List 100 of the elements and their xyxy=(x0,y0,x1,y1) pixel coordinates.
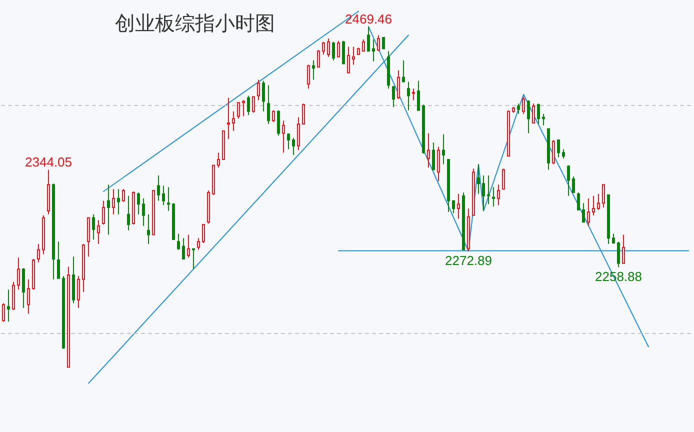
candlestick xyxy=(252,96,255,114)
candlestick xyxy=(382,37,385,50)
candlestick xyxy=(422,104,425,154)
candlestick xyxy=(537,103,540,125)
candlestick xyxy=(47,169,50,215)
candlestick xyxy=(202,224,205,244)
candlestick xyxy=(522,96,525,114)
candlestick xyxy=(612,233,615,244)
candlestick xyxy=(122,188,125,202)
candlestick xyxy=(432,142,435,170)
candlestick xyxy=(247,95,250,116)
candlestick xyxy=(302,103,305,125)
candlestick xyxy=(137,192,140,215)
candlestick xyxy=(147,214,150,244)
candlestick xyxy=(227,97,230,140)
candlestick xyxy=(22,268,25,309)
candlestick xyxy=(217,152,220,168)
candlestick xyxy=(307,64,310,90)
candlestick xyxy=(152,190,155,236)
candlestick xyxy=(82,243,85,293)
candlestick xyxy=(277,110,280,136)
candlestick xyxy=(97,220,100,244)
candlestick xyxy=(372,39,375,62)
candlestick xyxy=(87,217,90,258)
candlestick xyxy=(477,164,480,194)
candlestick xyxy=(482,174,485,212)
candlestick xyxy=(292,138,295,156)
candlestick xyxy=(442,134,445,165)
candlestick xyxy=(207,190,210,224)
candlestick xyxy=(502,168,505,190)
candlestick xyxy=(472,168,475,216)
candlestick xyxy=(177,233,180,250)
candlestick xyxy=(32,258,35,290)
candlestick xyxy=(617,241,620,268)
candlestick xyxy=(222,130,225,160)
candlestick xyxy=(597,193,600,210)
candlestick xyxy=(582,202,585,223)
candlestick xyxy=(267,84,270,125)
candlestick xyxy=(62,275,65,350)
candlestick xyxy=(447,158,450,212)
candlestick xyxy=(282,120,285,154)
candlestick xyxy=(312,60,315,80)
candlestick xyxy=(402,60,405,82)
candlestick xyxy=(452,200,455,214)
candlestick xyxy=(492,186,495,207)
candlestick xyxy=(322,41,325,56)
candlestick xyxy=(187,234,190,258)
candlestick xyxy=(557,140,560,158)
candlestick xyxy=(317,50,320,68)
candlestick xyxy=(552,140,555,165)
candlestick xyxy=(237,102,240,120)
candlestick xyxy=(352,46,355,66)
annotation: 2344.05 xyxy=(25,154,72,170)
candlestick xyxy=(377,34,380,52)
candlestick xyxy=(27,278,30,314)
candlestick xyxy=(12,281,15,311)
candlestick xyxy=(7,289,10,322)
chart-title: 创业板综指小时图 xyxy=(115,13,275,35)
candlestick xyxy=(512,106,515,114)
candlestick xyxy=(297,116,300,151)
candlestick xyxy=(117,188,120,215)
candlestick xyxy=(342,40,345,64)
candlestick xyxy=(397,70,400,100)
candlestick xyxy=(57,241,60,279)
candlestick xyxy=(572,176,575,194)
candlestick xyxy=(592,195,595,216)
candlestick xyxy=(527,100,530,134)
candlestick xyxy=(242,100,245,117)
candlestick xyxy=(232,110,235,132)
candlestick xyxy=(362,39,365,52)
candlestick xyxy=(417,80,420,111)
candlestick xyxy=(107,184,110,236)
candlestick xyxy=(427,132,430,168)
candlestick xyxy=(562,148,565,159)
candlestick xyxy=(172,202,175,240)
candlestick xyxy=(17,257,20,290)
candlestick xyxy=(407,81,410,111)
candlestick xyxy=(92,214,95,240)
candlestick xyxy=(462,192,465,250)
candlestick xyxy=(412,88,415,101)
candlestick xyxy=(337,40,340,58)
candlestick xyxy=(132,191,135,226)
candlestick xyxy=(127,195,130,231)
candlestick xyxy=(457,193,460,220)
candlestick xyxy=(542,113,545,126)
candlestick xyxy=(532,103,535,124)
candlestick xyxy=(197,238,200,250)
candlestick xyxy=(272,110,275,122)
candlestick xyxy=(42,214,45,255)
candlestick xyxy=(332,41,335,61)
candlestick xyxy=(467,208,470,252)
candlestick xyxy=(162,185,165,206)
candlestick xyxy=(102,200,105,226)
candlestick xyxy=(72,256,75,304)
candlestick xyxy=(367,26,370,52)
candlestick xyxy=(547,128,550,170)
candlestick xyxy=(387,50,390,90)
candlestick xyxy=(112,188,115,215)
candlestick xyxy=(602,184,605,208)
candlestick xyxy=(577,192,580,210)
